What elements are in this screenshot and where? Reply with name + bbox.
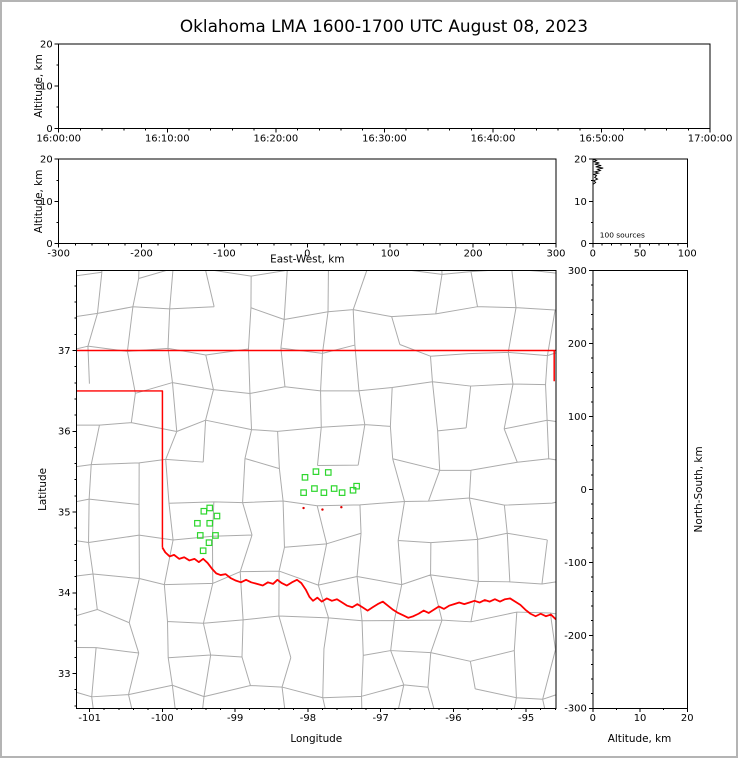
ew-height-x-tick-label: 200	[464, 249, 483, 260]
ew-height-x-axis-label: East-West, km	[270, 254, 344, 266]
ns-height-x-tick-label: 0	[590, 713, 596, 724]
time-height-x-tick-label: 16:00:00	[36, 133, 81, 144]
ns-height-axes: 0 10 20 -300 -200 -100 0 100 200 300	[564, 266, 693, 724]
state-border-red-river	[161, 547, 556, 621]
vhf-source-marker	[205, 539, 213, 547]
ns-height-y-tick-label: -300	[564, 704, 587, 715]
ns-height-frame	[592, 270, 688, 709]
vhf-source-marker	[338, 489, 346, 496]
ew-height-x-tick-label: 0	[304, 249, 310, 260]
plan-view-x-tick-label: -101	[78, 713, 101, 724]
time-height-x-tick-label: 16:30:00	[362, 133, 407, 144]
vhf-source-marker	[311, 485, 318, 492]
plan-view-x-tick-label: -97	[373, 713, 389, 724]
vhf-source-marker	[324, 469, 332, 476]
ns-height-y-tick-label: 100	[568, 412, 587, 423]
vhf-source-marker	[300, 489, 307, 496]
vhf-source-marker	[213, 512, 221, 520]
plan-view-y-tick-label: 37	[58, 346, 71, 357]
county-boundaries	[76, 270, 556, 709]
height-histogram-x-tick-label: 100	[678, 249, 697, 260]
ew-height-x-tick-label: -300	[47, 249, 70, 260]
ns-height-x-tick-label: 10	[634, 713, 647, 724]
vhf-source-marker	[206, 504, 214, 512]
ew-height-y-tick-label: 20	[40, 155, 53, 166]
vhf-source-marker	[196, 532, 204, 539]
vhf-source-marker	[199, 547, 207, 555]
vhf-source-marker	[320, 489, 328, 496]
time-height-x-tick-label: 16:40:00	[471, 133, 516, 144]
plan-view-y-tick-label: 36	[58, 427, 71, 438]
vhf-source-marker	[200, 507, 208, 515]
ns-height-y-tick-label: -200	[564, 631, 587, 642]
flash-dot-marker	[302, 506, 305, 510]
ew-height-axes: -300 -200 -100 0 100 200 300 0 10 20	[40, 155, 565, 260]
height-histogram-y-tick-label: 20	[574, 155, 587, 166]
plan-view-map	[76, 270, 556, 709]
plan-view-x-axis-label: Longitude	[290, 733, 342, 745]
flash-dot-marker	[321, 508, 324, 511]
ew-height-frame	[58, 158, 557, 245]
plan-view-x-tick-label: -99	[227, 713, 243, 724]
plan-view-frame	[76, 270, 557, 709]
ew-height-y-axis-label: Altitude, km	[33, 170, 45, 234]
ns-height-y-tick-label: -100	[564, 558, 587, 569]
time-height-axes: 16:00:00 16:10:00 16:20:00 16:30:00 16:40:00…	[36, 39, 732, 144]
flash-dot-marker	[340, 506, 343, 509]
state-border-texas-panhandle	[76, 390, 164, 548]
ew-height-y-tick-label: 10	[40, 197, 53, 208]
source-count-annotation: 100 sources	[600, 231, 645, 240]
altitude-histogram-trace	[592, 158, 604, 185]
height-histogram-x-tick-label: 0	[590, 249, 596, 260]
plan-view-x-tick-label: -100	[151, 713, 174, 724]
ns-height-x-axis-label: Altitude, km	[608, 733, 672, 745]
plan-view-y-tick-label: 33	[58, 669, 71, 680]
plan-view-y-axis-label: Latitude	[37, 468, 49, 511]
time-height-y-axis-label: Altitude, km	[33, 54, 45, 118]
time-height-frame	[58, 43, 711, 129]
ns-height-x-tick-label: 20	[681, 713, 694, 724]
vhf-source-marker	[353, 482, 360, 490]
vhf-source-marker	[349, 486, 357, 494]
ew-height-x-tick-label: 100	[381, 249, 400, 260]
render-layer: 16:00:00 16:10:00 16:20:00 16:30:00 16:40:00…	[36, 39, 732, 724]
ns-height-y-tick-label: 0	[580, 485, 586, 496]
ew-height-x-tick-label: -200	[130, 249, 153, 260]
time-height-x-tick-label: 16:20:00	[254, 133, 299, 144]
plan-view-axes: -101 -100 -99 -98 -97 -96 -95 33 34 35 36 37	[58, 270, 557, 724]
plan-view-y-tick-label: 35	[58, 508, 71, 519]
ns-height-y-tick-label: 300	[568, 266, 587, 277]
time-height-x-tick-label: 17:00:00	[688, 133, 733, 144]
ns-height-y-axis-label: North-South, km	[693, 446, 705, 532]
vhf-source-marker	[212, 532, 219, 539]
ew-height-x-tick-label: -100	[213, 249, 236, 260]
ns-height-y-tick-label: 200	[568, 339, 587, 350]
figure-title: Oklahoma LMA 1600-1700 UTC August 08, 20…	[180, 16, 588, 36]
height-histogram-y-tick-label: 0	[580, 239, 586, 250]
time-height-x-tick-label: 16:10:00	[145, 133, 190, 144]
height-histogram-axes: 0 50 100 0 10 20	[574, 155, 697, 260]
ew-height-x-tick-label: 300	[546, 249, 565, 260]
time-height-x-tick-label: 16:50:00	[579, 133, 624, 144]
plan-view-y-tick-label: 34	[58, 588, 71, 599]
height-histogram-x-tick-label: 50	[634, 249, 647, 260]
plan-view-x-tick-label: -98	[300, 713, 316, 724]
time-height-y-tick-label: 0	[46, 124, 52, 135]
ew-height-y-tick-label: 0	[46, 239, 52, 250]
time-height-y-tick-label: 20	[40, 39, 53, 50]
vhf-source-marker	[194, 519, 201, 527]
vhf-source-marker	[312, 468, 320, 475]
vhf-source-marker	[330, 485, 338, 492]
vhf-source-marker	[301, 473, 309, 481]
plan-view-x-tick-label: -95	[518, 713, 534, 724]
vhf-source-marker	[206, 519, 214, 527]
height-histogram-frame	[592, 158, 688, 245]
plan-view-x-tick-label: -96	[445, 713, 461, 724]
height-histogram-y-tick-label: 10	[574, 197, 587, 208]
time-height-y-tick-label: 10	[40, 82, 53, 93]
